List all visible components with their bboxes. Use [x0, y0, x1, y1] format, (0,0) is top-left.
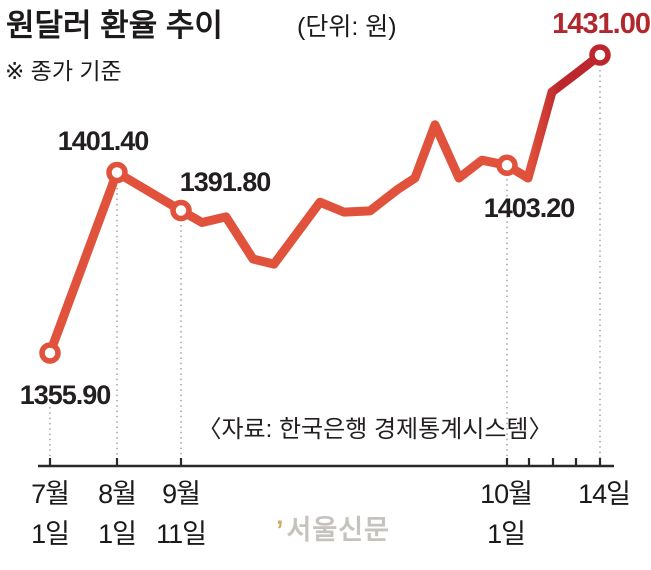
x-axis-label: 1일 — [98, 519, 136, 549]
watermark-text: 서울신문 — [287, 515, 390, 545]
x-axis-label: 8월 — [98, 479, 136, 509]
x-axis-label: 1일 — [487, 519, 525, 549]
x-axis-label: 10월 — [480, 479, 532, 509]
rate-line-final — [523, 50, 605, 183]
closing-price-note: ※ 종가 기준 — [5, 58, 122, 84]
plot-area: 1355.90 1401.40 1391.80 1403.20 1431.00 7월 1일 8… — [20, 8, 651, 549]
data-point-marker — [589, 44, 611, 66]
value-label: 1391.80 — [180, 167, 271, 197]
data-point-marker — [170, 199, 192, 222]
value-label: 1431.00 — [552, 8, 650, 40]
value-label: 1355.90 — [20, 380, 111, 410]
value-label: 1401.40 — [58, 126, 149, 156]
data-point-marker — [106, 161, 128, 184]
chart-title: 원달러 환율 추이 — [6, 8, 223, 43]
rate-line — [45, 120, 533, 358]
unit-note: (단위: 원) — [297, 13, 397, 41]
data-point-marker — [39, 342, 61, 364]
data-point-marker — [496, 154, 518, 177]
x-axis-label: 7월 — [31, 479, 69, 509]
value-label: 1403.20 — [484, 193, 575, 223]
x-axis-label: 14일 — [578, 479, 630, 509]
watermark-mark-icon: ’ — [276, 515, 285, 545]
x-axis-label: 11일 — [156, 519, 206, 549]
watermark: ’서울신문 — [276, 515, 390, 545]
x-axis-label: 9월 — [162, 479, 200, 509]
x-axis-label: 1일 — [31, 519, 69, 549]
source-note: 〈자료: 한국은행 경제통계시스템〉 — [197, 416, 552, 443]
